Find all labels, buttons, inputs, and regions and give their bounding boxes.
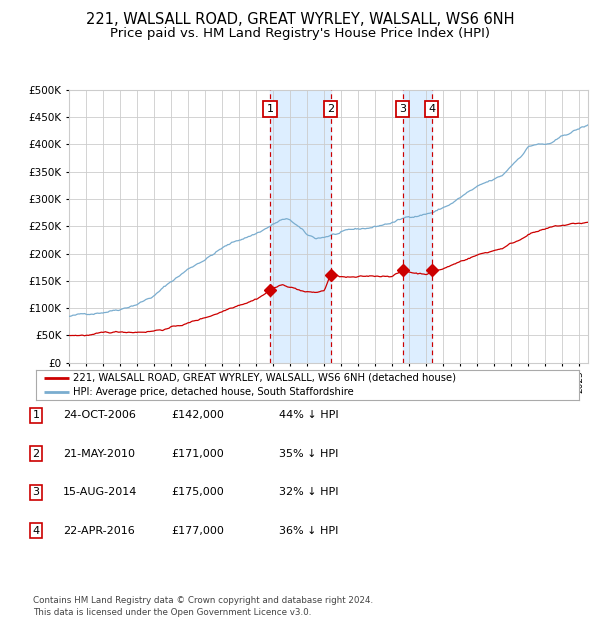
Text: 35% ↓ HPI: 35% ↓ HPI [279, 449, 338, 459]
Text: 4: 4 [32, 526, 40, 536]
Text: £171,000: £171,000 [171, 449, 224, 459]
Text: 32% ↓ HPI: 32% ↓ HPI [279, 487, 338, 497]
Text: 44% ↓ HPI: 44% ↓ HPI [279, 410, 338, 420]
Text: 24-OCT-2006: 24-OCT-2006 [63, 410, 136, 420]
Text: 1: 1 [32, 410, 40, 420]
Text: 21-MAY-2010: 21-MAY-2010 [63, 449, 135, 459]
Text: 4: 4 [428, 104, 435, 114]
Text: HPI: Average price, detached house, South Staffordshire: HPI: Average price, detached house, Sout… [73, 388, 353, 397]
Text: 15-AUG-2014: 15-AUG-2014 [63, 487, 137, 497]
Bar [403, 90, 431, 363]
Text: £142,000: £142,000 [171, 410, 224, 420]
Text: Price paid vs. HM Land Registry's House Price Index (HPI): Price paid vs. HM Land Registry's House … [110, 27, 490, 40]
Text: 2: 2 [32, 449, 40, 459]
Text: 36% ↓ HPI: 36% ↓ HPI [279, 526, 338, 536]
Text: 3: 3 [32, 487, 40, 497]
Text: £175,000: £175,000 [171, 487, 224, 497]
Text: 1: 1 [266, 104, 274, 114]
Text: 2: 2 [327, 104, 334, 114]
Text: 22-APR-2016: 22-APR-2016 [63, 526, 135, 536]
Text: £177,000: £177,000 [171, 526, 224, 536]
Text: Contains HM Land Registry data © Crown copyright and database right 2024.
This d: Contains HM Land Registry data © Crown c… [33, 596, 373, 617]
Text: 3: 3 [400, 104, 406, 114]
Text: 221, WALSALL ROAD, GREAT WYRLEY, WALSALL, WS6 6NH (detached house): 221, WALSALL ROAD, GREAT WYRLEY, WALSALL… [73, 373, 456, 383]
Bar [270, 90, 331, 363]
Text: 221, WALSALL ROAD, GREAT WYRLEY, WALSALL, WS6 6NH: 221, WALSALL ROAD, GREAT WYRLEY, WALSALL… [86, 12, 514, 27]
